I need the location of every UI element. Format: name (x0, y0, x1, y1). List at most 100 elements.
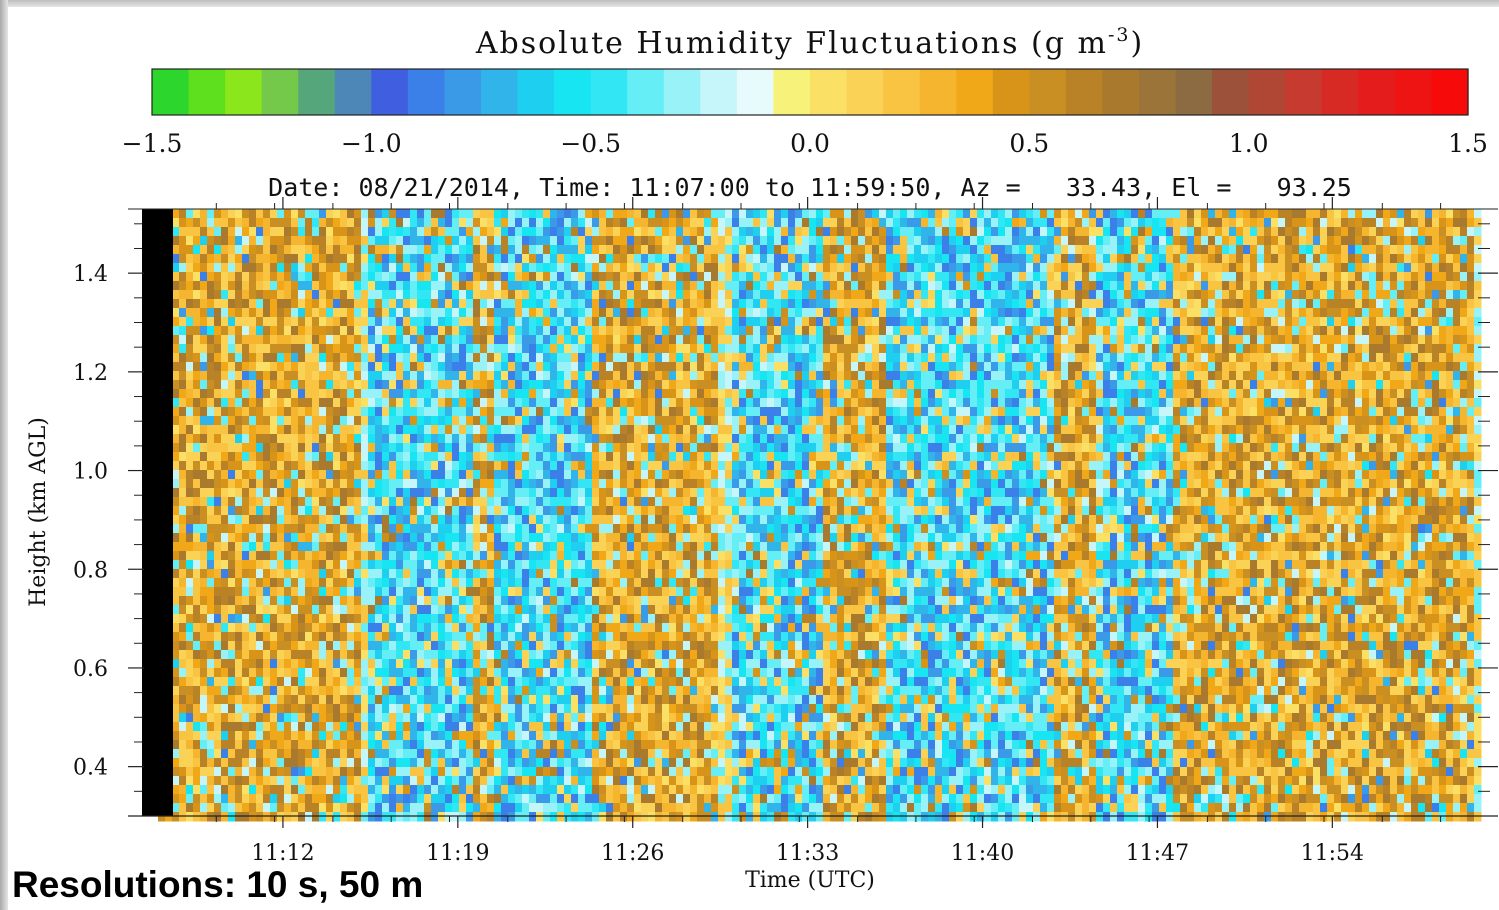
heatmap-cell (473, 578, 481, 588)
heatmap-cell (375, 623, 383, 633)
heatmap-cell (417, 452, 425, 462)
heatmap-cell (417, 641, 425, 651)
heatmap-cell (641, 254, 649, 264)
heatmap-cell (228, 785, 236, 795)
heatmap-cell (494, 812, 502, 822)
heatmap-cell (571, 569, 579, 579)
heatmap-cell (235, 281, 243, 291)
heatmap-cell (662, 245, 670, 255)
heatmap-cell (655, 299, 663, 309)
heatmap-cell (424, 686, 432, 696)
heatmap-cell (599, 497, 607, 507)
heatmap-cell (284, 497, 292, 507)
heatmap-cell (585, 461, 593, 471)
heatmap-cell (445, 371, 453, 381)
heatmap-cell (466, 362, 474, 372)
heatmap-cell (550, 353, 558, 363)
heatmap-cell (375, 479, 383, 489)
heatmap-cell (235, 245, 243, 255)
heatmap-cell (557, 623, 565, 633)
heatmap-cell (403, 668, 411, 678)
heatmap-cell (522, 263, 530, 273)
heatmap-cell (557, 443, 565, 453)
heatmap-cell (368, 335, 376, 345)
heatmap-cell (179, 569, 187, 579)
heatmap-cell (382, 398, 390, 408)
heatmap-cell (508, 659, 516, 669)
heatmap-cell (557, 758, 565, 768)
heatmap-cell (564, 317, 572, 327)
heatmap-cell (592, 650, 600, 660)
heatmap-cell (599, 461, 607, 471)
heatmap-cell (634, 317, 642, 327)
heatmap-cell (326, 695, 334, 705)
heatmap-cell (557, 281, 565, 291)
heatmap-cell (354, 506, 362, 516)
heatmap-cell (214, 542, 222, 552)
heatmap-cell (326, 803, 334, 813)
heatmap-cell (249, 605, 257, 615)
heatmap-cell (480, 398, 488, 408)
heatmap-cell (228, 452, 236, 462)
heatmap-cell (662, 362, 670, 372)
heatmap-cell (543, 344, 551, 354)
heatmap-cell (263, 551, 271, 561)
heatmap-cell (662, 236, 670, 246)
heatmap-cell (207, 767, 215, 777)
heatmap-cell (249, 488, 257, 498)
heatmap-cell (235, 353, 243, 363)
heatmap-cell (606, 398, 614, 408)
heatmap-cell (501, 488, 509, 498)
heatmap-cell (172, 434, 180, 444)
heatmap-cell (312, 254, 320, 264)
colorbar-segment (554, 69, 592, 115)
heatmap-cell (354, 542, 362, 552)
heatmap-cell (487, 722, 495, 732)
heatmap-cell (305, 380, 313, 390)
heatmap-cell (284, 749, 292, 759)
heatmap-cell (368, 281, 376, 291)
heatmap-cell (655, 740, 663, 750)
heatmap-cell (242, 515, 250, 525)
heatmap-cell (655, 515, 663, 525)
heatmap-cell (508, 254, 516, 264)
heatmap-cell (431, 776, 439, 786)
heatmap-cell (270, 794, 278, 804)
heatmap-cell (396, 326, 404, 336)
heatmap-cell (634, 650, 642, 660)
heatmap-cell (452, 398, 460, 408)
heatmap-cell (564, 398, 572, 408)
heatmap-cell (543, 335, 551, 345)
heatmap-cell (179, 227, 187, 237)
heatmap-cell (193, 650, 201, 660)
heatmap-cell (459, 281, 467, 291)
heatmap-cell (200, 353, 208, 363)
heatmap-cell (263, 614, 271, 624)
heatmap-cell (186, 677, 194, 687)
heatmap-cell (501, 236, 509, 246)
heatmap-cell (648, 344, 656, 354)
heatmap-cell (214, 686, 222, 696)
heatmap-cell (228, 794, 236, 804)
heatmap-cell (333, 623, 341, 633)
heatmap-cell (571, 218, 579, 228)
heatmap-cell (529, 470, 537, 480)
heatmap-cell (494, 326, 502, 336)
heatmap-cell (431, 425, 439, 435)
heatmap-cell (214, 578, 222, 588)
heatmap-cell (592, 272, 600, 282)
heatmap-cell (312, 416, 320, 426)
heatmap-cell (368, 578, 376, 588)
heatmap-cell (347, 704, 355, 714)
heatmap-cell (459, 245, 467, 255)
heatmap-cell (172, 209, 180, 219)
heatmap-cell (648, 551, 656, 561)
heatmap-cell (403, 767, 411, 777)
heatmap-cell (326, 272, 334, 282)
heatmap-cell (368, 443, 376, 453)
heatmap-cell (207, 731, 215, 741)
heatmap-cell (648, 803, 656, 813)
heatmap-cell (578, 236, 586, 246)
heatmap-cell (382, 254, 390, 264)
heatmap-cell (648, 398, 656, 408)
